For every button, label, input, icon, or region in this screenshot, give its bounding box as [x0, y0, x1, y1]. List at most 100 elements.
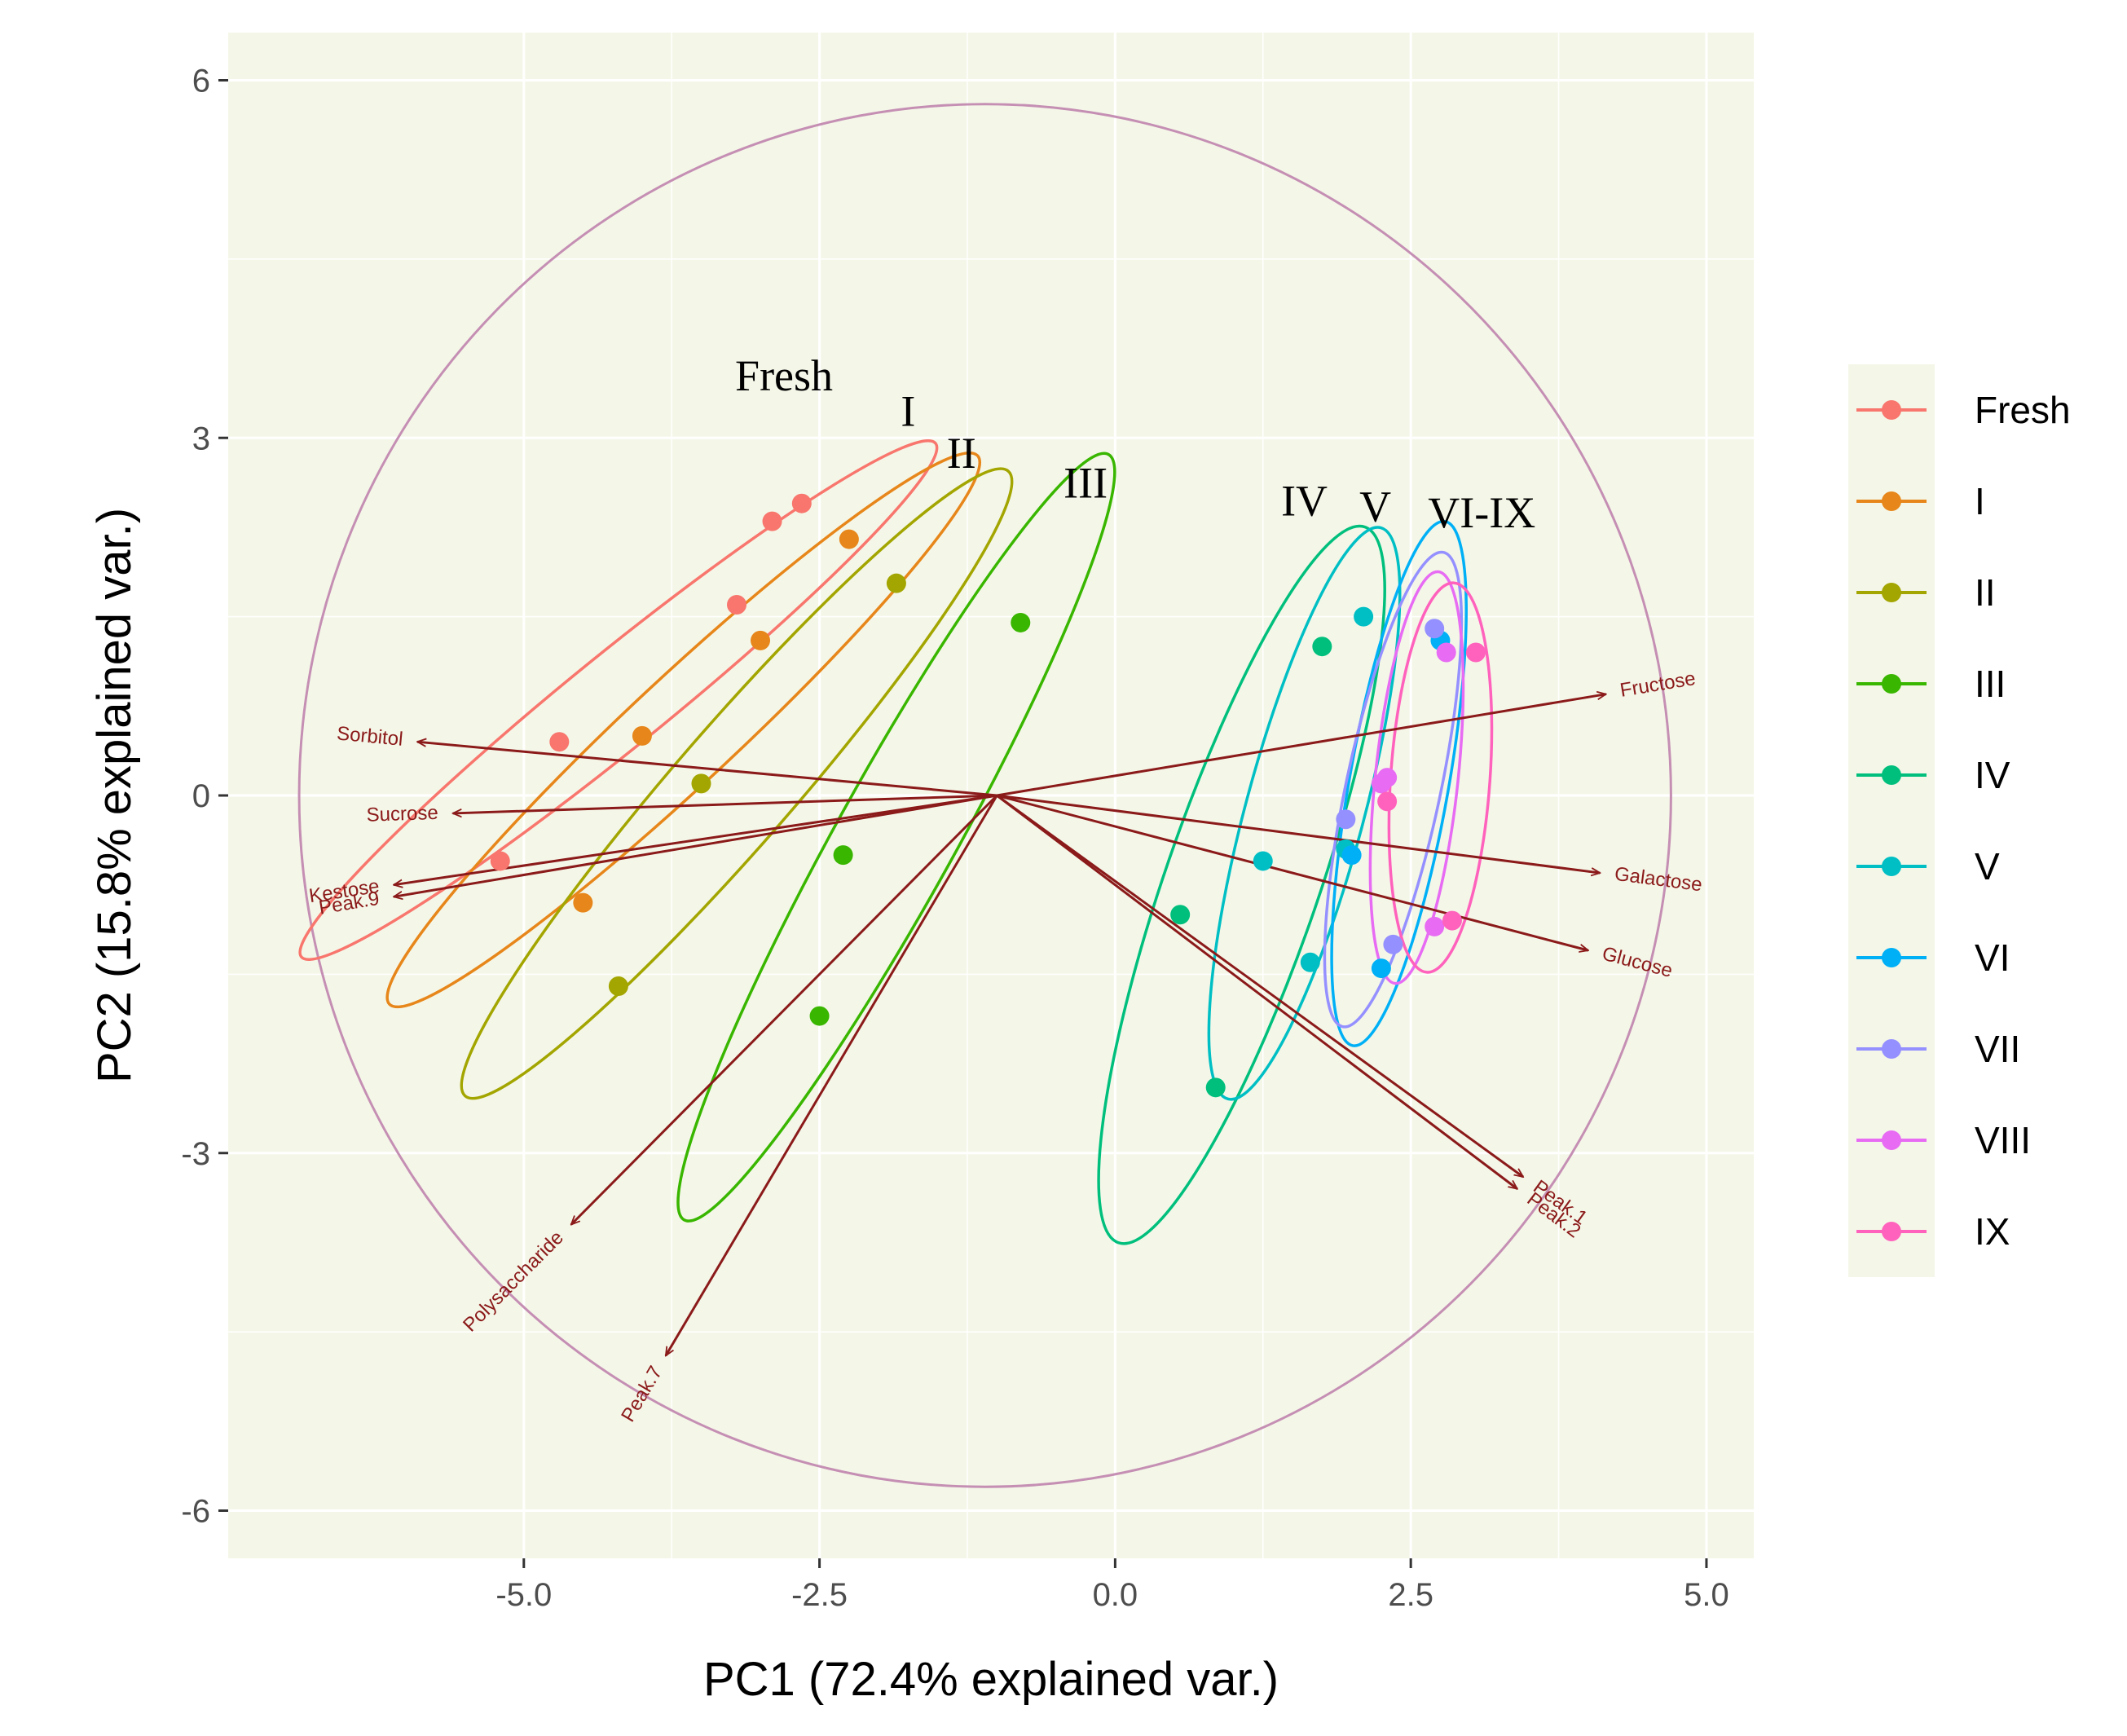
x-tick-label: -5.0: [495, 1577, 552, 1613]
point-iv: [1170, 905, 1191, 925]
point-fresh: [791, 493, 812, 513]
arrow-peak-9: [394, 794, 997, 897]
y-tick-label: -6: [181, 1494, 210, 1530]
loading-arrows: [394, 694, 1605, 1356]
point-ii: [608, 976, 628, 996]
correlation-circle: [297, 103, 1672, 1488]
legend-key-point-iii: [1882, 674, 1901, 694]
legend-key-point-viii: [1882, 1130, 1901, 1150]
arrow-polysaccharide: [571, 794, 998, 1225]
point-viii: [1425, 916, 1445, 936]
ellipse-iv: [1097, 524, 1386, 1245]
point-vii: [1336, 809, 1356, 830]
legend-key-background: [1848, 364, 1935, 1277]
arrow-glucose: [996, 794, 1588, 950]
group-label-ii: II: [947, 429, 976, 478]
legend-key-point-i: [1882, 491, 1901, 511]
legend-label-v: V: [1975, 845, 2000, 888]
legend-key-point-ii: [1882, 583, 1901, 602]
point-ix: [1377, 791, 1398, 812]
legend-label-viii: VIII: [1975, 1119, 2031, 1161]
point-i: [839, 529, 859, 549]
arrow-sucrose: [453, 794, 997, 813]
y-tick-label: 3: [192, 421, 210, 456]
legend-label-fresh: Fresh: [1975, 389, 2071, 431]
ellipse-iii: [676, 452, 1116, 1223]
legend-label-iii: III: [1975, 663, 2006, 705]
grid-major: [228, 33, 1754, 1558]
group-label-fresh: Fresh: [735, 351, 833, 400]
y-tick-label: 6: [192, 64, 210, 99]
arrow-sorbitol: [417, 742, 997, 797]
legend-label-vi: VI: [1975, 936, 2010, 979]
y-axis-title: PC2 (15.8% explained var.): [88, 508, 141, 1083]
ellipse-vii: [1323, 550, 1464, 1029]
point-vi: [1371, 958, 1391, 979]
legend-label-ix: IX: [1975, 1210, 2010, 1253]
arrow-kestose: [394, 794, 997, 885]
loading-label-sucrose: Sucrose: [366, 802, 438, 826]
point-i: [632, 725, 652, 746]
point-iv: [1205, 1077, 1226, 1098]
arrow-galactose: [997, 794, 1600, 873]
point-i: [751, 630, 771, 650]
point-fresh: [727, 595, 746, 615]
point-iii: [1011, 612, 1031, 632]
point-iii: [833, 845, 853, 866]
legend-label-i: I: [1975, 480, 1985, 522]
x-axis-title: PC1 (72.4% explained var.): [703, 1653, 1279, 1706]
ellipse-viii: [1368, 570, 1465, 985]
plot-content: [297, 103, 1672, 1488]
ellipse-vi: [1330, 519, 1468, 1047]
tick-labels: -5.0 -2.5 0.0 2.5 5.0 -6 -3 0 3 6: [181, 64, 1728, 1614]
legend-key-point-v: [1882, 857, 1901, 876]
legend-label-iv: IV: [1975, 754, 2010, 796]
legend-label-vii: VII: [1975, 1028, 2020, 1070]
point-viii: [1436, 642, 1456, 663]
point-fresh: [490, 851, 510, 871]
y-tick-label: -3: [181, 1136, 210, 1172]
legend-label-ii: II: [1975, 571, 1996, 614]
arrow-peak-1: [996, 794, 1523, 1177]
legend-key-point-ix: [1882, 1222, 1901, 1241]
point-ii: [691, 773, 711, 794]
ellipse-v: [1207, 526, 1402, 1101]
arrow-peak-2: [996, 794, 1517, 1189]
point-fresh: [762, 511, 782, 531]
point-v: [1300, 952, 1320, 972]
point-iv: [1312, 637, 1332, 657]
point-v: [1354, 606, 1374, 627]
correlation-circle-layer: [297, 103, 1672, 1488]
points-layer: [490, 493, 1486, 1098]
point-fresh: [549, 732, 570, 752]
arrow-peak-7: [664, 795, 998, 1355]
axis-ticks: [218, 79, 1708, 1568]
x-tick-label: 2.5: [1388, 1577, 1433, 1613]
y-tick-label: 0: [192, 778, 210, 814]
point-ix: [1465, 642, 1486, 663]
point-vi: [1341, 845, 1362, 866]
point-ix: [1442, 910, 1462, 931]
arrow-fructose: [997, 694, 1605, 797]
x-tick-label: 0.0: [1093, 1577, 1138, 1613]
point-iii: [809, 1006, 830, 1026]
point-ii: [886, 573, 906, 593]
group-label-iv: IV: [1281, 476, 1328, 525]
group-label-iii: III: [1064, 458, 1108, 507]
legend-key-point-iv: [1882, 765, 1901, 785]
point-v: [1253, 851, 1273, 871]
x-tick-label: -2.5: [791, 1577, 848, 1613]
group-label-v: V: [1359, 482, 1391, 531]
point-viii: [1377, 768, 1398, 788]
point-i: [573, 892, 593, 913]
legend-key-point-vi: [1882, 948, 1901, 967]
legend-key-point-vii: [1882, 1039, 1901, 1059]
group-label-i: I: [901, 387, 915, 436]
legend-key-point-fresh: [1882, 400, 1901, 420]
point-vii: [1383, 934, 1403, 954]
ellipse-ii: [460, 467, 1014, 1100]
x-tick-label: 5.0: [1684, 1577, 1729, 1613]
